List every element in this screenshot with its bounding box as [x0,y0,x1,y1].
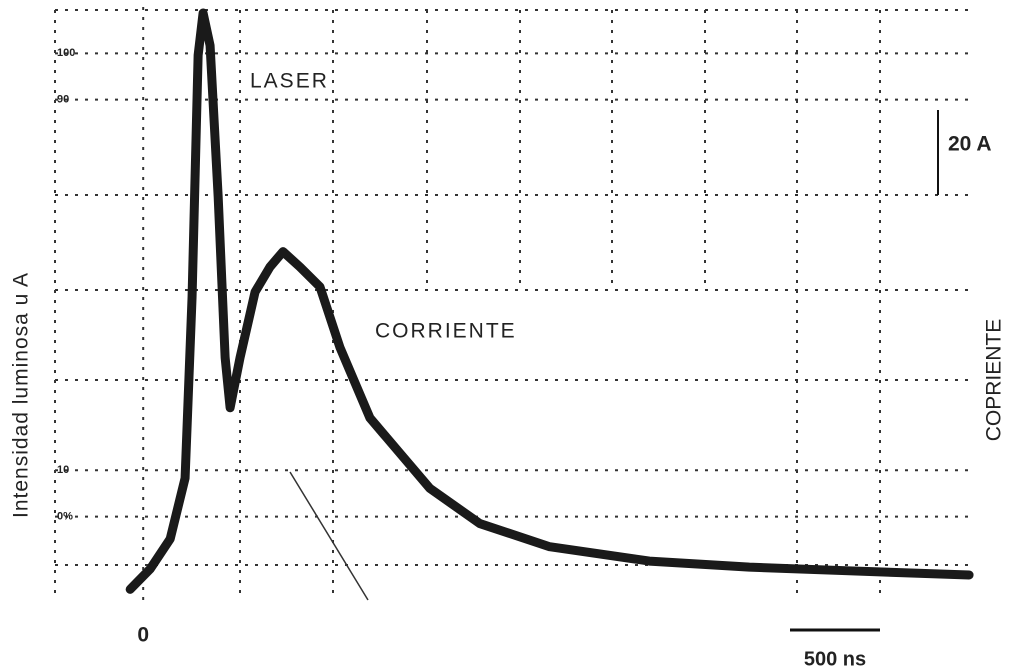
y-tick-label: 0% [57,511,73,523]
right-label: COPRIENTE [983,319,1006,442]
laser-label: LASER [250,70,329,93]
time-scale: 500 ns [804,648,866,670]
y-tick-label: 100 [57,47,75,59]
x-tick-label: 0 [137,624,149,647]
current-scale: 20 A [948,133,992,156]
y-tick-label: 10 [57,464,69,476]
trace [125,8,974,594]
grid [54,9,970,632]
y-tick-label: 90 [57,94,69,106]
y-axis-label: Intensidad luminosa u A [10,272,33,518]
corriente-label: CORRIENTE [375,320,517,343]
